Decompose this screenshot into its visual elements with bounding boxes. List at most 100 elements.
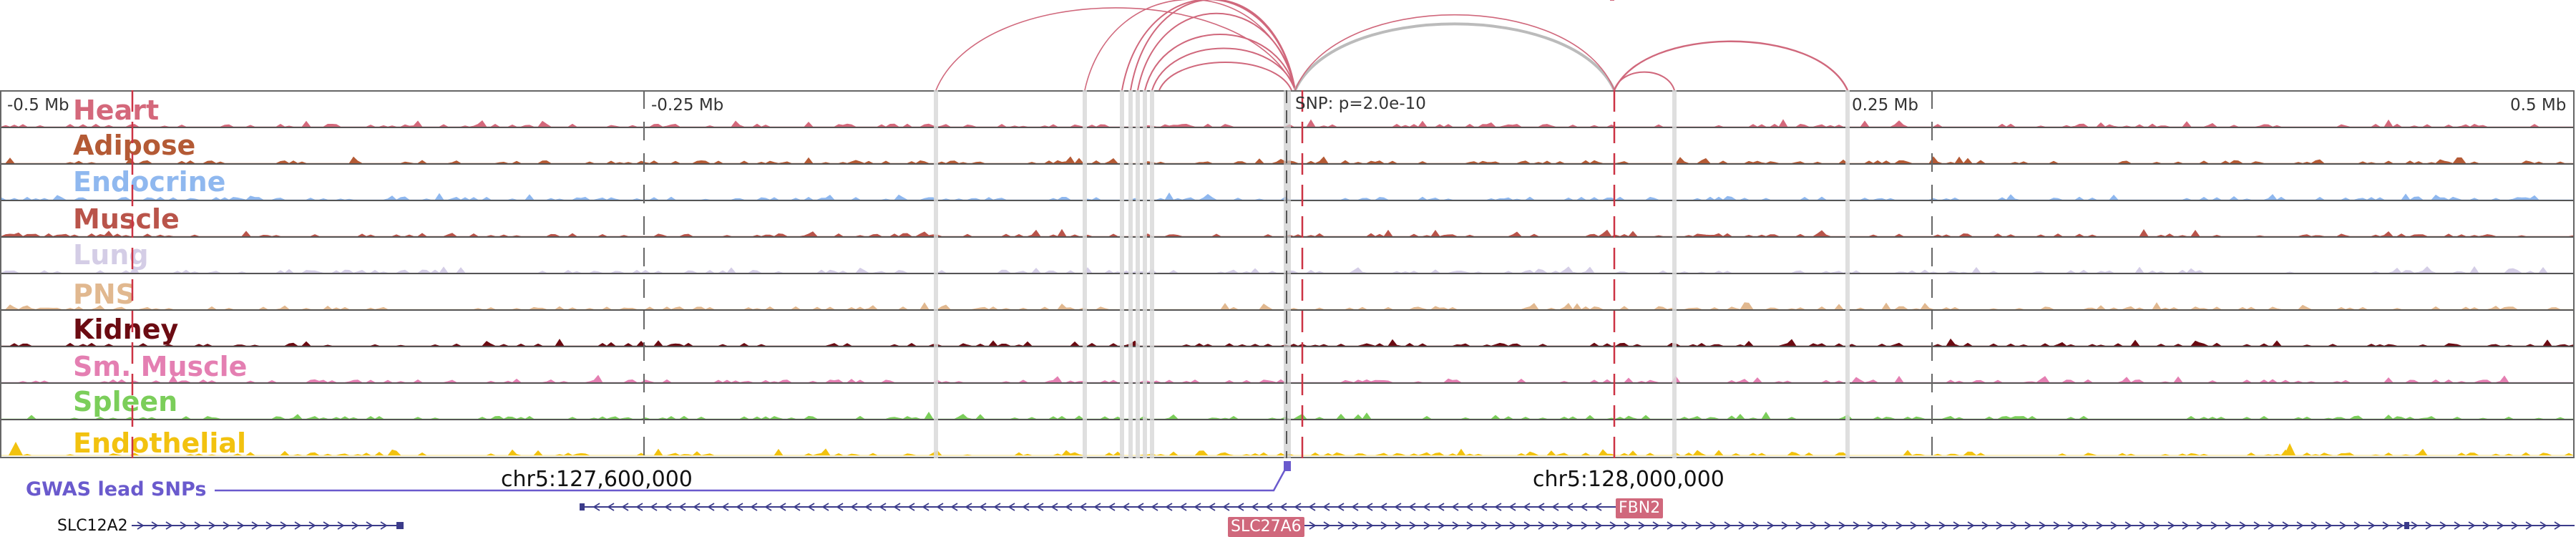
annotation-area: GWAS lead SNPs chr5:127,600,000 chr5:128…: [0, 458, 2576, 537]
strand-arrow: [351, 521, 359, 530]
strand-arrow: [1050, 503, 1058, 511]
strand-arrow: [2253, 521, 2261, 530]
strand-arrow: [1709, 521, 1717, 530]
strand-arrow: [2282, 521, 2290, 530]
strand-arrow: [280, 521, 288, 530]
strand-arrow: [1480, 503, 1488, 511]
signal-path: [1, 448, 2573, 456]
coordinate-label-2: chr5:128,000,000: [1533, 467, 1724, 492]
strand-arrow: [678, 503, 686, 511]
strand-arrow: [2225, 521, 2233, 530]
strand-arrow: [664, 503, 672, 511]
strand-arrow: [1366, 521, 1374, 530]
strand-arrow: [879, 503, 887, 511]
strand-arrow: [2196, 521, 2204, 530]
strand-arrow: [750, 503, 758, 511]
track-signal: [1, 442, 2573, 456]
strand-arrow: [2482, 521, 2490, 530]
strand-arrow: [1896, 521, 1903, 530]
strand-arrow: [1667, 521, 1674, 530]
strand-arrow: [693, 503, 701, 511]
strand-arrow: [1423, 503, 1430, 511]
strand-arrow: [2096, 521, 2104, 530]
strand-arrow: [2396, 521, 2404, 530]
strand-arrow: [2139, 521, 2147, 530]
enhancer-highlight: [1845, 90, 1850, 458]
gene-label-fbn2[interactable]: FBN2: [1616, 498, 1664, 518]
strand-arrow: [1008, 503, 1015, 511]
enhancer-highlight: [1143, 90, 1147, 458]
strand-arrow: [1365, 503, 1373, 511]
strand-arrow: [2439, 521, 2447, 530]
strand-arrow: [1236, 503, 1244, 511]
strand-arrow: [2339, 521, 2347, 530]
strand-arrow: [1495, 521, 1503, 530]
strand-arrow: [965, 503, 972, 511]
tick-label-left-mid: -0.25 Mb: [651, 96, 724, 115]
strand-arrow: [1265, 503, 1273, 511]
strand-arrow: [165, 521, 173, 530]
interaction-arc: [1613, 40, 1849, 91]
interaction-arc: [1294, 14, 1615, 91]
strand-arrow: [1322, 503, 1330, 511]
signal-peak: [9, 442, 23, 455]
enhancer-highlight: [1150, 90, 1154, 458]
strand-arrow: [265, 521, 273, 530]
strand-arrow: [1151, 503, 1158, 511]
strand-arrow: [1022, 503, 1030, 511]
tick-label-right-end: 0.5 Mb: [2510, 96, 2567, 115]
strand-arrow: [2010, 521, 2018, 530]
strand-arrow: [1724, 521, 1732, 530]
strand-arrow: [922, 503, 930, 511]
strand-arrow: [1638, 521, 1646, 530]
strand-arrow: [2153, 521, 2161, 530]
strand-arrow: [294, 521, 302, 530]
strand-arrow: [1179, 503, 1187, 511]
strand-arrow: [2540, 521, 2547, 530]
strand-arrow: [1881, 521, 1889, 530]
strand-arrow: [1853, 521, 1860, 530]
strand-arrow: [2067, 521, 2075, 530]
strand-arrow: [1538, 521, 1546, 530]
strand-arrow: [323, 521, 331, 530]
enhancer-highlight: [1672, 90, 1677, 458]
coordinate-label-1: chr5:127,600,000: [501, 467, 693, 492]
strand-arrow: [1624, 521, 1631, 530]
strand-arrow: [1967, 521, 1975, 530]
strand-arrow: [1395, 521, 1402, 530]
strand-arrow: [1323, 521, 1331, 530]
gwas-snp-marker: [1284, 461, 1291, 471]
strand-arrow: [251, 521, 259, 530]
strand-arrow: [2082, 521, 2089, 530]
gwas-track-label: GWAS lead SNPs: [26, 478, 207, 500]
strand-arrow: [793, 503, 801, 511]
strand-arrow: [592, 503, 600, 511]
gene-label-slc12a2[interactable]: SLC12A2: [57, 517, 128, 535]
interaction-arc: [1137, 12, 1296, 91]
strand-arrow: [2124, 521, 2132, 530]
strand-arrow: [1552, 521, 1560, 530]
tick-label-left-end: -0.5 Mb: [7, 96, 69, 115]
strand-arrow: [237, 521, 245, 530]
strand-arrow: [2210, 521, 2218, 530]
gene-slc27a6-exon: [2404, 522, 2409, 529]
track-label-kidney: Kidney: [73, 314, 179, 345]
strand-arrow: [1595, 521, 1603, 530]
strand-arrow: [779, 503, 786, 511]
strand-arrow: [2368, 521, 2376, 530]
strand-arrow: [893, 503, 901, 511]
strand-arrow: [721, 503, 729, 511]
interaction-arc: [1121, 0, 1296, 91]
strand-arrow: [137, 521, 145, 530]
strand-arrow: [621, 503, 629, 511]
enhancer-highlight: [1128, 90, 1133, 458]
gene-label-slc27a6[interactable]: SLC27A6: [1228, 517, 1304, 537]
locus-markers: [131, 90, 1933, 458]
interaction-arc: [935, 7, 1296, 91]
strand-arrow: [2511, 521, 2519, 530]
strand-arrow: [180, 521, 187, 530]
strand-arrow: [1438, 521, 1445, 530]
strand-arrow: [1136, 503, 1144, 511]
strand-arrow: [1523, 521, 1531, 530]
